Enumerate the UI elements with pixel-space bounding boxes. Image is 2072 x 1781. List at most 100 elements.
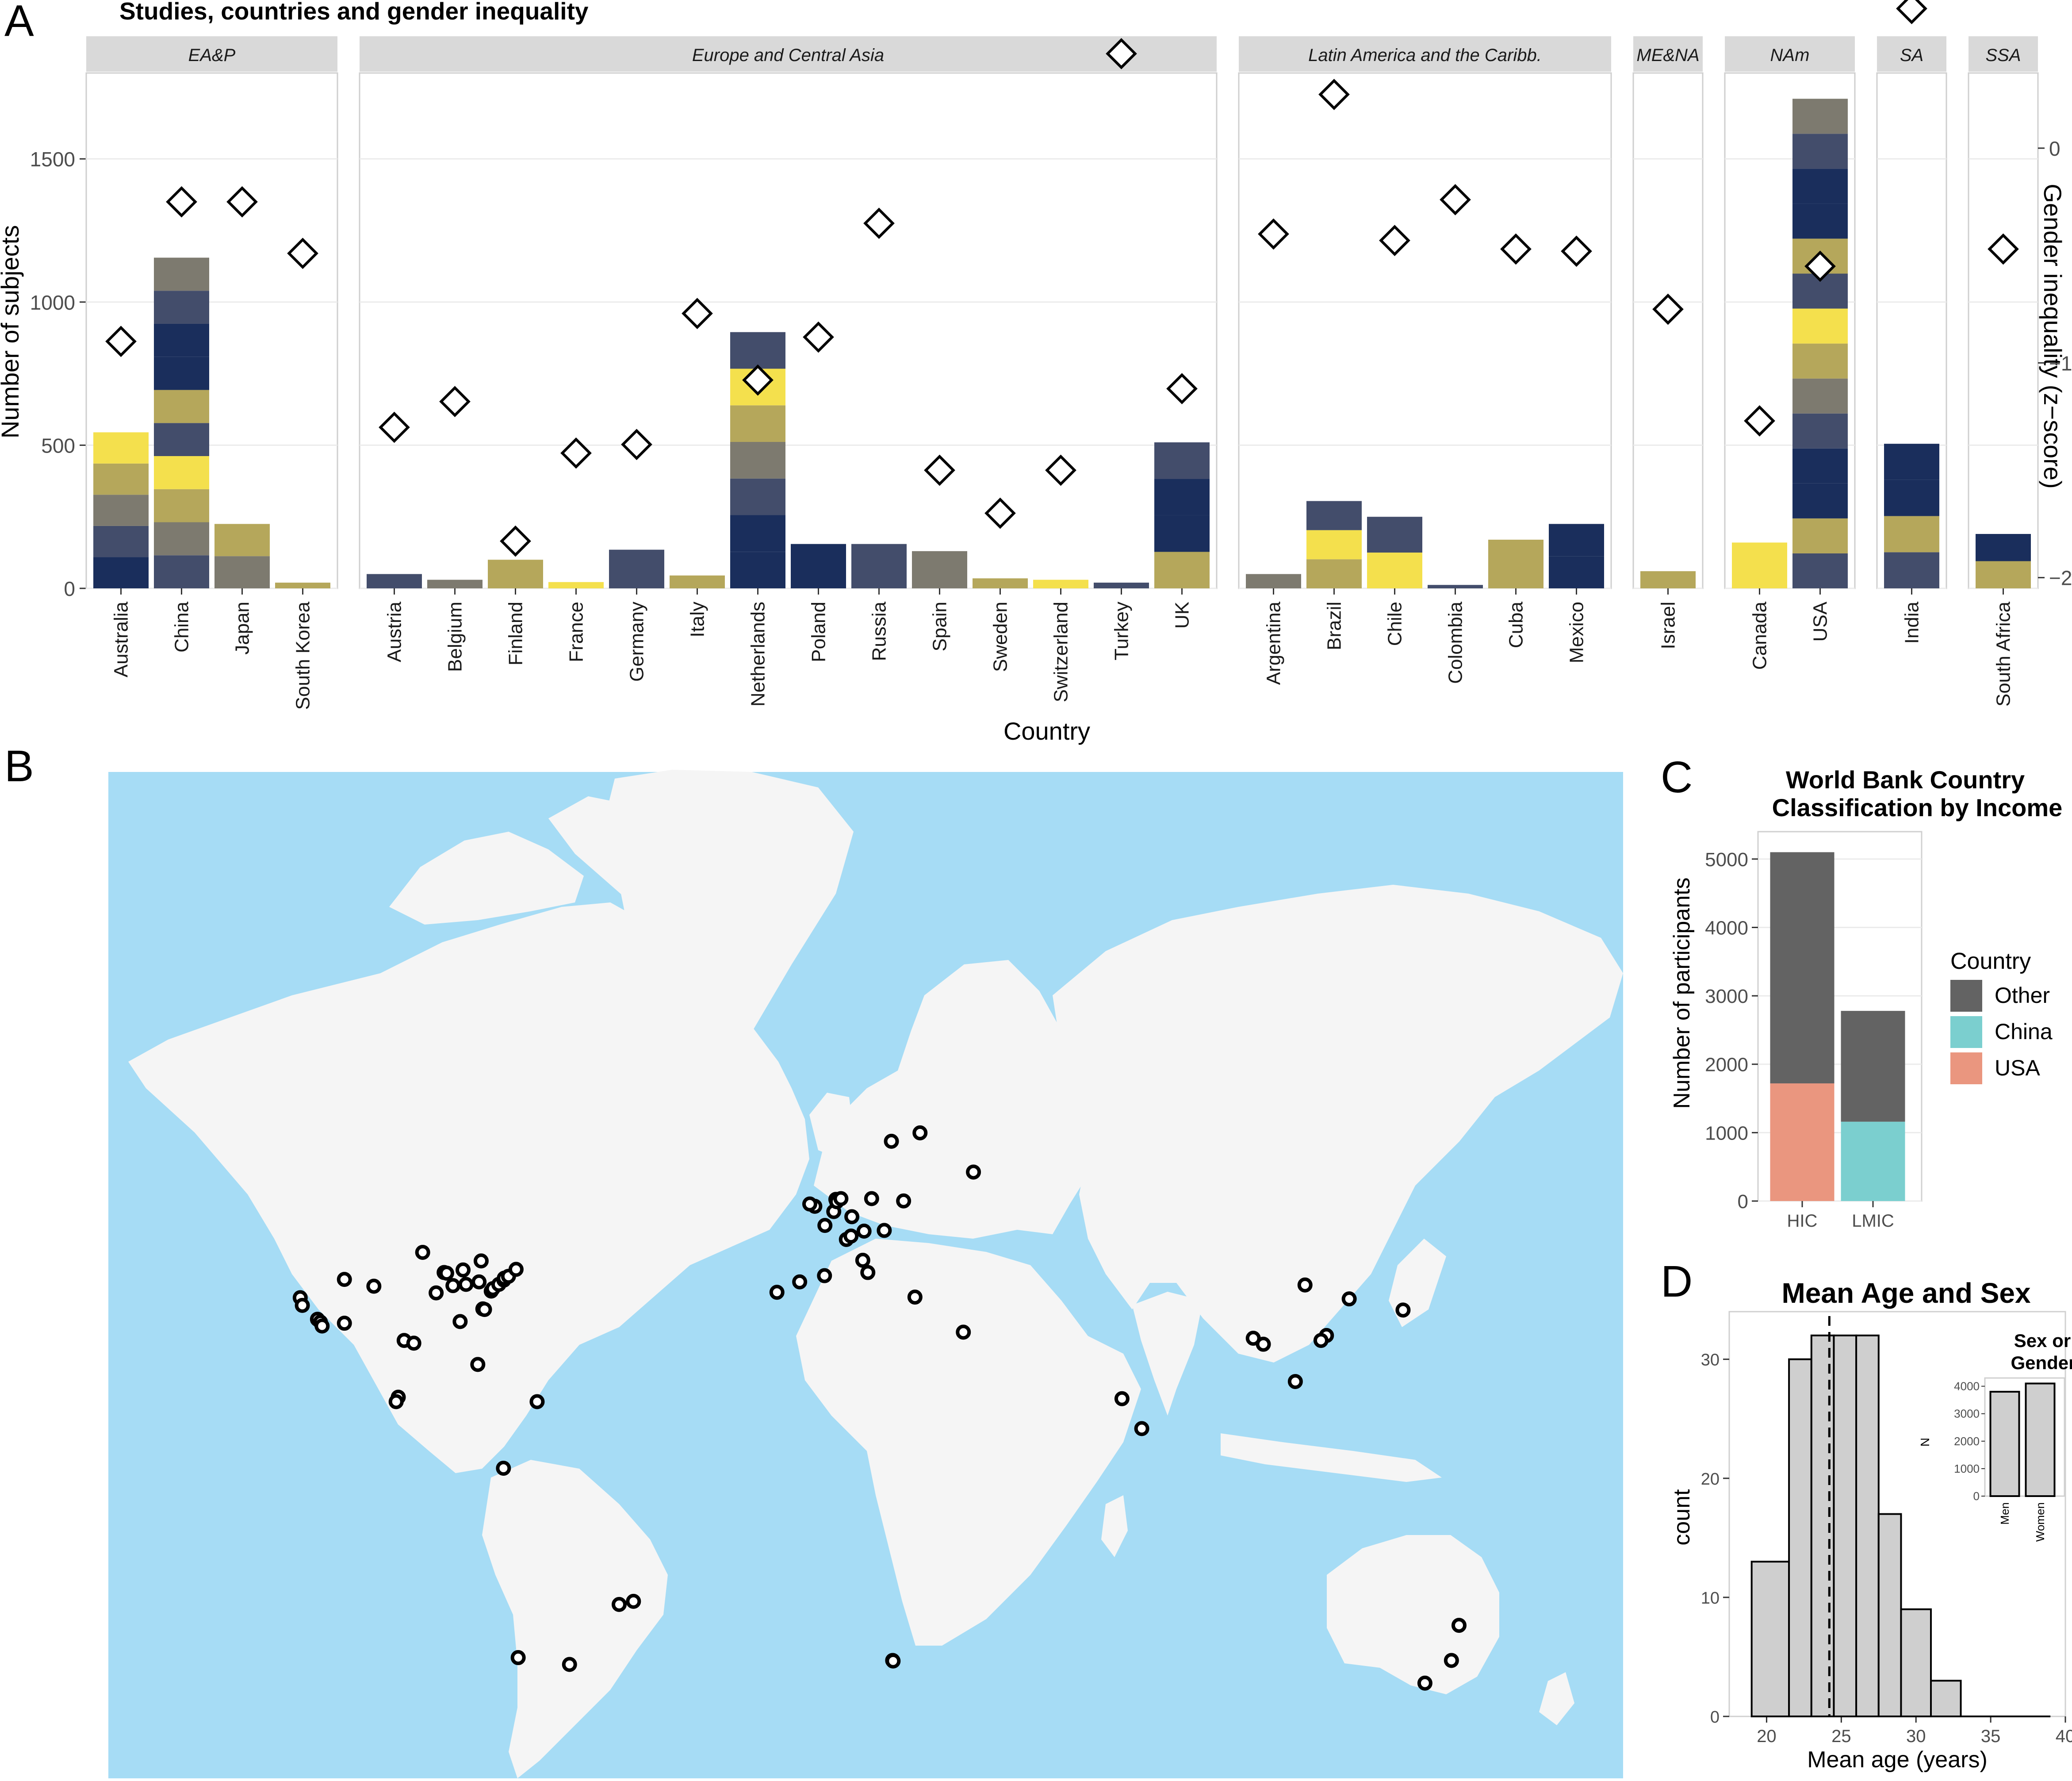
- chart-a-facet-label-europe-and-central-asia: Europe and Central Asia: [692, 46, 884, 65]
- chart-a-y2-tick-label: −1: [2049, 352, 2072, 375]
- study-site-marker: [966, 1164, 981, 1180]
- study-site-marker: [1287, 1374, 1303, 1389]
- chart-a-x-tick-label-netherlands: Netherlands: [747, 602, 769, 706]
- study-site-marker: [1256, 1336, 1271, 1352]
- chart-a-bar-segment-australia: [93, 526, 149, 557]
- chart-a-bar-segment-usa: [1792, 169, 1848, 204]
- chart-a-bar-segment-china: [154, 522, 209, 556]
- chart-a-bar-segment-turkey: [1094, 583, 1149, 588]
- chart-a-x-tick-label-chile: Chile: [1384, 602, 1406, 646]
- chart-a-bar-segment-china: [154, 489, 209, 522]
- study-site-marker: [337, 1316, 352, 1331]
- chart-a-gi-marker-spain: [924, 454, 955, 486]
- study-site-marker: [415, 1245, 430, 1260]
- study-site-marker: [314, 1318, 330, 1334]
- chart-a-bar-segment-china: [154, 555, 209, 588]
- panel-letter-a: A: [4, 0, 34, 46]
- chart-a-gi-marker-mexico: [1561, 235, 1592, 267]
- landmass-south-america: [482, 1460, 668, 1778]
- chart-a-x-tick-label-germany: Germany: [626, 602, 648, 682]
- study-site-marker: [864, 1191, 879, 1206]
- chart-a-bar-segment-mexico: [1549, 524, 1604, 557]
- chart-a-bar-segment-usa: [1792, 378, 1848, 414]
- chart-a-bar-segment-chile: [1367, 553, 1422, 588]
- chart-a-gi-marker-poland: [803, 321, 834, 353]
- chart-a-bar-segment-netherlands: [730, 405, 785, 442]
- chart-a-bar-segment-south-korea: [275, 583, 330, 588]
- study-site-marker: [1134, 1421, 1149, 1436]
- chart-a-bar-segment-india: [1884, 444, 1939, 480]
- chart-a-x-tick-label-russia: Russia: [869, 601, 890, 661]
- landmass-europe: [814, 960, 1092, 1239]
- chart-a-facet-strip: [360, 36, 1217, 72]
- study-site-marker: [452, 1314, 468, 1329]
- chart-a-bar-segment-uk: [1154, 515, 1210, 552]
- chart-a-x-tick-label-australia: Australia: [111, 601, 132, 677]
- chart-a-facet-label-ea-p: EA&P: [188, 46, 236, 65]
- study-site-marker: [912, 1125, 928, 1140]
- chart-a-x-tick-label-japan: Japan: [232, 602, 253, 655]
- study-site-marker: [477, 1302, 492, 1317]
- study-site-marker: [1417, 1675, 1432, 1691]
- chart-a-facet-strip: [1725, 36, 1855, 72]
- study-site-marker: [1451, 1618, 1467, 1633]
- study-site-marker: [1297, 1277, 1313, 1293]
- study-site-marker: [885, 1653, 901, 1669]
- study-site-marker: [1114, 1391, 1130, 1406]
- study-site-marker: [1341, 1291, 1357, 1307]
- study-site-marker: [388, 1394, 404, 1409]
- chart-a-facet-strip: [1877, 36, 1946, 72]
- study-site-marker: [626, 1593, 641, 1609]
- chart-a-gi-marker-australia: [105, 326, 137, 357]
- chart-a-y2-tick-label: −2: [2049, 567, 2072, 590]
- study-site-markers: [292, 1125, 1467, 1691]
- chart-a-gi-marker-canada: [1744, 405, 1775, 437]
- chart-a-bar-segment-netherlands: [730, 478, 785, 515]
- chart-a-facet-label-sa: SA: [1900, 46, 1923, 65]
- chart-a-bar-segment-brazil: [1306, 559, 1362, 588]
- chart-a-bar-segment-uk: [1154, 479, 1210, 515]
- panel-letter-b: B: [4, 741, 34, 791]
- chart-a-bar-segment-usa: [1792, 203, 1848, 239]
- chart-a-gi-marker-belgium: [439, 386, 471, 418]
- chart-a-x-tick-label-south-africa: South Africa: [1993, 601, 2015, 706]
- chart-a-x-tick-label-canada: Canada: [1749, 601, 1771, 670]
- chart-a-facet-strip: [1239, 36, 1611, 72]
- study-site-marker: [833, 1191, 849, 1206]
- chart-a-x-axis-label: Country: [1003, 717, 1090, 745]
- chart-a-gi-marker-germany: [621, 429, 652, 461]
- chart-a-x-tick-label-israel: Israel: [1658, 602, 1679, 649]
- chart-a-x-tick-label-uk: UK: [1172, 602, 1193, 629]
- chart-a-bar-segment-japan: [214, 524, 270, 557]
- chart-a-bar-segment-poland: [791, 544, 846, 588]
- chart-a-y-tick-label: 1500: [30, 148, 75, 171]
- chart-a-bar-segment-usa: [1792, 448, 1848, 484]
- study-site-marker: [792, 1274, 808, 1290]
- chart-a-bar-segment-china: [154, 456, 209, 489]
- landmass-indonesia: [1221, 1433, 1442, 1482]
- chart-a-x-tick-label-belgium: Belgium: [444, 602, 466, 672]
- chart-a-gi-marker-russia: [863, 207, 895, 239]
- chart-a-gi-marker-netherlands: [742, 364, 774, 396]
- chart-a-bar-segment-uk: [1154, 552, 1210, 588]
- chart-a-facet-label-ssa: SSA: [1985, 46, 2021, 65]
- chart-a-y-tick-label: 0: [64, 577, 75, 600]
- chart-a-y2-tick-label: 0: [2049, 137, 2061, 160]
- chart-a-bar-segment-china: [154, 390, 209, 423]
- study-site-marker: [1313, 1333, 1329, 1348]
- chart-a-bar-segment-netherlands: [730, 515, 785, 552]
- chart-a-bar-segment-netherlands: [730, 552, 785, 588]
- chart-a-bar-segment-italy: [670, 575, 725, 588]
- chart-a-bar-segment-sweden: [973, 578, 1028, 588]
- chart-a-bar-segment-brazil: [1306, 530, 1362, 560]
- study-site-marker: [562, 1657, 577, 1672]
- study-site-marker: [956, 1324, 971, 1340]
- chart-a-gi-marker-switzerland: [1045, 454, 1076, 486]
- chart-a-gi-marker-israel: [1652, 293, 1684, 325]
- chart-a-bar-segment-australia: [93, 495, 149, 526]
- study-site-marker: [496, 1460, 511, 1476]
- chart-a-facet-label-latin-america-and-the-caribb: Latin America and the Caribb.: [1308, 46, 1542, 65]
- chart-a-x-tick-label-sweden: Sweden: [990, 602, 1011, 672]
- chart-a-bar-segment-usa: [1792, 483, 1848, 518]
